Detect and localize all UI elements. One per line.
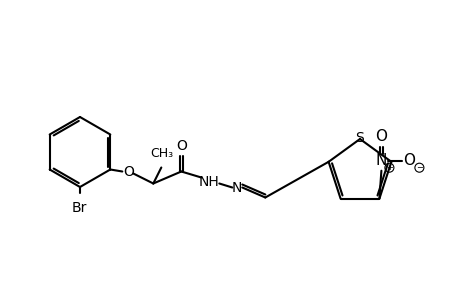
Text: S: S [355, 131, 364, 145]
Text: O: O [175, 139, 186, 152]
Text: NH: NH [198, 175, 219, 188]
Text: N: N [375, 153, 386, 168]
Text: O: O [123, 164, 134, 178]
Text: Br: Br [71, 201, 86, 215]
Text: −: − [415, 163, 422, 172]
Text: N: N [232, 181, 242, 194]
Text: +: + [385, 163, 392, 172]
Text: O: O [375, 129, 386, 144]
Text: CH₃: CH₃ [151, 146, 174, 160]
Text: O: O [403, 153, 414, 168]
